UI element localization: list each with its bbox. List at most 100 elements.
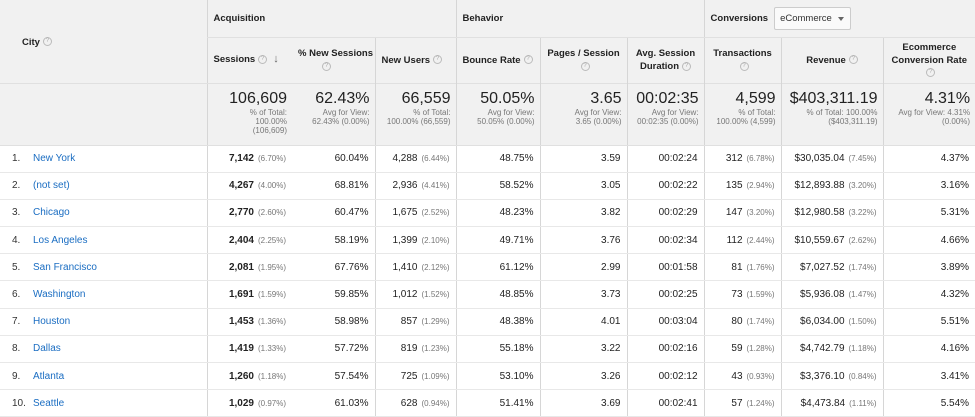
sessions-percent: (1.95%) <box>257 262 286 272</box>
pages-session-value: 3.73 <box>601 289 621 301</box>
new-sessions-value: 61.03% <box>334 397 369 409</box>
bounce-rate-cell: 53.10% <box>455 362 540 391</box>
ecr-value: 5.51% <box>940 316 970 328</box>
help-icon[interactable] <box>848 55 858 65</box>
pages-session-cell: 3.26 <box>539 362 627 391</box>
pages-session-value: 3.69 <box>601 397 621 409</box>
help-icon[interactable] <box>433 55 443 65</box>
help-icon[interactable] <box>523 55 533 65</box>
avg-duration-value: 00:02:29 <box>658 207 698 219</box>
ecommerce-conversion-rate-column-header[interactable]: Ecommerce Conversion Rate <box>882 37 975 83</box>
sort-down-arrow-icon[interactable]: ↓ <box>273 53 279 66</box>
transactions-header-label: Transactions <box>713 48 772 59</box>
city-link[interactable]: Dallas <box>33 343 61 355</box>
row-index: 8. <box>12 343 21 355</box>
totals-revenue-sub: % of Total: 100.00% <box>806 107 878 117</box>
conversions-type-dropdown[interactable]: eCommerce <box>774 6 851 30</box>
sessions-percent: (2.60%) <box>257 208 286 218</box>
conversions-label: Conversions <box>710 12 769 24</box>
help-icon[interactable] <box>42 36 52 46</box>
sessions-value: 2,081 <box>228 261 254 273</box>
help-icon[interactable] <box>926 68 936 78</box>
new-sessions-value: 60.04% <box>334 153 369 165</box>
transactions-cell: 80 (1.74%) <box>703 308 782 336</box>
revenue-cell: $4,742.79 (1.18%) <box>780 335 884 364</box>
city-link[interactable]: Seattle <box>33 397 65 409</box>
revenue-cell: $12,893.88 (3.20%) <box>780 172 884 200</box>
ecr-value: 4.66% <box>940 234 970 246</box>
transactions-value: 80 <box>731 316 743 328</box>
city-link[interactable]: Chicago <box>33 207 70 219</box>
city-link[interactable]: Los Angeles <box>33 234 88 246</box>
revenue-percent: (0.84%) <box>848 371 877 381</box>
city-cell: 4. Los Angeles <box>0 226 207 255</box>
transactions-cell: 43 (0.93%) <box>703 362 782 391</box>
city-column-header[interactable]: City <box>0 0 207 84</box>
transactions-percent: (1.76%) <box>746 262 775 272</box>
transactions-column-header[interactable]: Transactions <box>703 37 782 83</box>
help-icon[interactable] <box>322 61 331 71</box>
bounce-rate-value: 48.38% <box>499 316 534 328</box>
pages-session-column-header[interactable]: Pages / Session <box>539 37 627 83</box>
revenue-cell: $4,473.84 (1.11%) <box>780 389 884 417</box>
new-users-column-header[interactable]: New Users <box>374 37 456 83</box>
transactions-cell: 81 (1.76%) <box>703 253 782 282</box>
revenue-percent: (1.74%) <box>848 262 877 272</box>
table-row: 1. New York 7,142 (6.70%) 60.04% 4,288 (6.4… <box>0 145 975 173</box>
pages-session-value: 3.22 <box>601 343 621 355</box>
ecr-cell: 4.66% <box>882 226 975 255</box>
sessions-cell: 1,260 (1.18%) <box>206 362 292 391</box>
new-sessions-cell: 58.19% <box>292 226 375 255</box>
help-icon[interactable] <box>258 55 268 65</box>
totals-new-users-value: 66,559 <box>401 89 451 107</box>
new-users-value: 1,012 <box>392 289 418 301</box>
transactions-cell: 57 (1.24%) <box>703 389 782 417</box>
city-link[interactable]: Washington <box>33 289 86 301</box>
city-link[interactable]: Atlanta <box>33 370 65 382</box>
new-sessions-value: 58.19% <box>334 234 369 246</box>
new-sessions-column-header[interactable]: % New Sessions <box>292 37 375 83</box>
sessions-column-header[interactable]: Sessions ↓ <box>206 37 292 83</box>
transactions-value: 147 <box>725 207 743 219</box>
avg-duration-cell: 00:02:41 <box>626 389 705 417</box>
sessions-cell: 2,770 (2.60%) <box>206 199 292 228</box>
row-index: 4. <box>12 234 21 246</box>
sessions-cell: 1,453 (1.36%) <box>206 308 292 336</box>
pages-session-cell: 3.73 <box>539 280 627 309</box>
totals-new-users: 66,559 % of Total: 100.00% (66,559) <box>374 82 456 146</box>
ecr-cell: 5.54% <box>882 389 975 417</box>
revenue-column-header[interactable]: Revenue <box>780 37 884 83</box>
city-link[interactable]: Houston <box>33 316 71 328</box>
new-users-cell: 725 (1.09%) <box>374 362 456 391</box>
transactions-percent: (2.94%) <box>746 181 775 191</box>
sessions-value: 1,419 <box>228 343 254 355</box>
transactions-cell: 135 (2.94%) <box>703 172 782 200</box>
new-users-percent: (0.94%) <box>421 398 450 408</box>
sessions-value: 4,267 <box>228 180 254 192</box>
row-index: 3. <box>12 207 21 219</box>
bounce-rate-value: 48.85% <box>499 289 534 301</box>
city-link[interactable]: San Francisco <box>33 261 97 273</box>
ecr-value: 4.37% <box>940 153 970 165</box>
totals-new-sessions: 62.43% Avg for View: 62.43% (0.00%) <box>292 82 375 146</box>
totals-city-cell <box>0 82 207 146</box>
new-sessions-value: 57.54% <box>334 370 369 382</box>
help-icon[interactable] <box>682 61 692 71</box>
ecr-cell: 3.16% <box>882 172 975 200</box>
city-link[interactable]: New York <box>33 153 76 165</box>
new-users-percent: (2.10%) <box>421 235 450 245</box>
sessions-percent: (4.00%) <box>257 181 286 191</box>
bounce-rate-column-header[interactable]: Bounce Rate <box>455 37 540 83</box>
avg-session-duration-column-header[interactable]: Avg. Session Duration <box>626 37 705 83</box>
city-link[interactable]: (not set) <box>33 180 70 192</box>
pages-session-value: 3.05 <box>601 180 621 192</box>
help-icon[interactable] <box>580 61 590 71</box>
sessions-cell: 2,404 (2.25%) <box>206 226 292 255</box>
sessions-percent: (1.59%) <box>257 290 286 300</box>
pages-session-cell: 3.05 <box>539 172 627 200</box>
new-users-cell: 4,288 (6.44%) <box>374 145 456 173</box>
ecr-value: 4.16% <box>940 343 970 355</box>
row-index: 7. <box>12 316 21 328</box>
revenue-percent: (1.11%) <box>849 398 877 408</box>
help-icon[interactable] <box>739 61 749 71</box>
